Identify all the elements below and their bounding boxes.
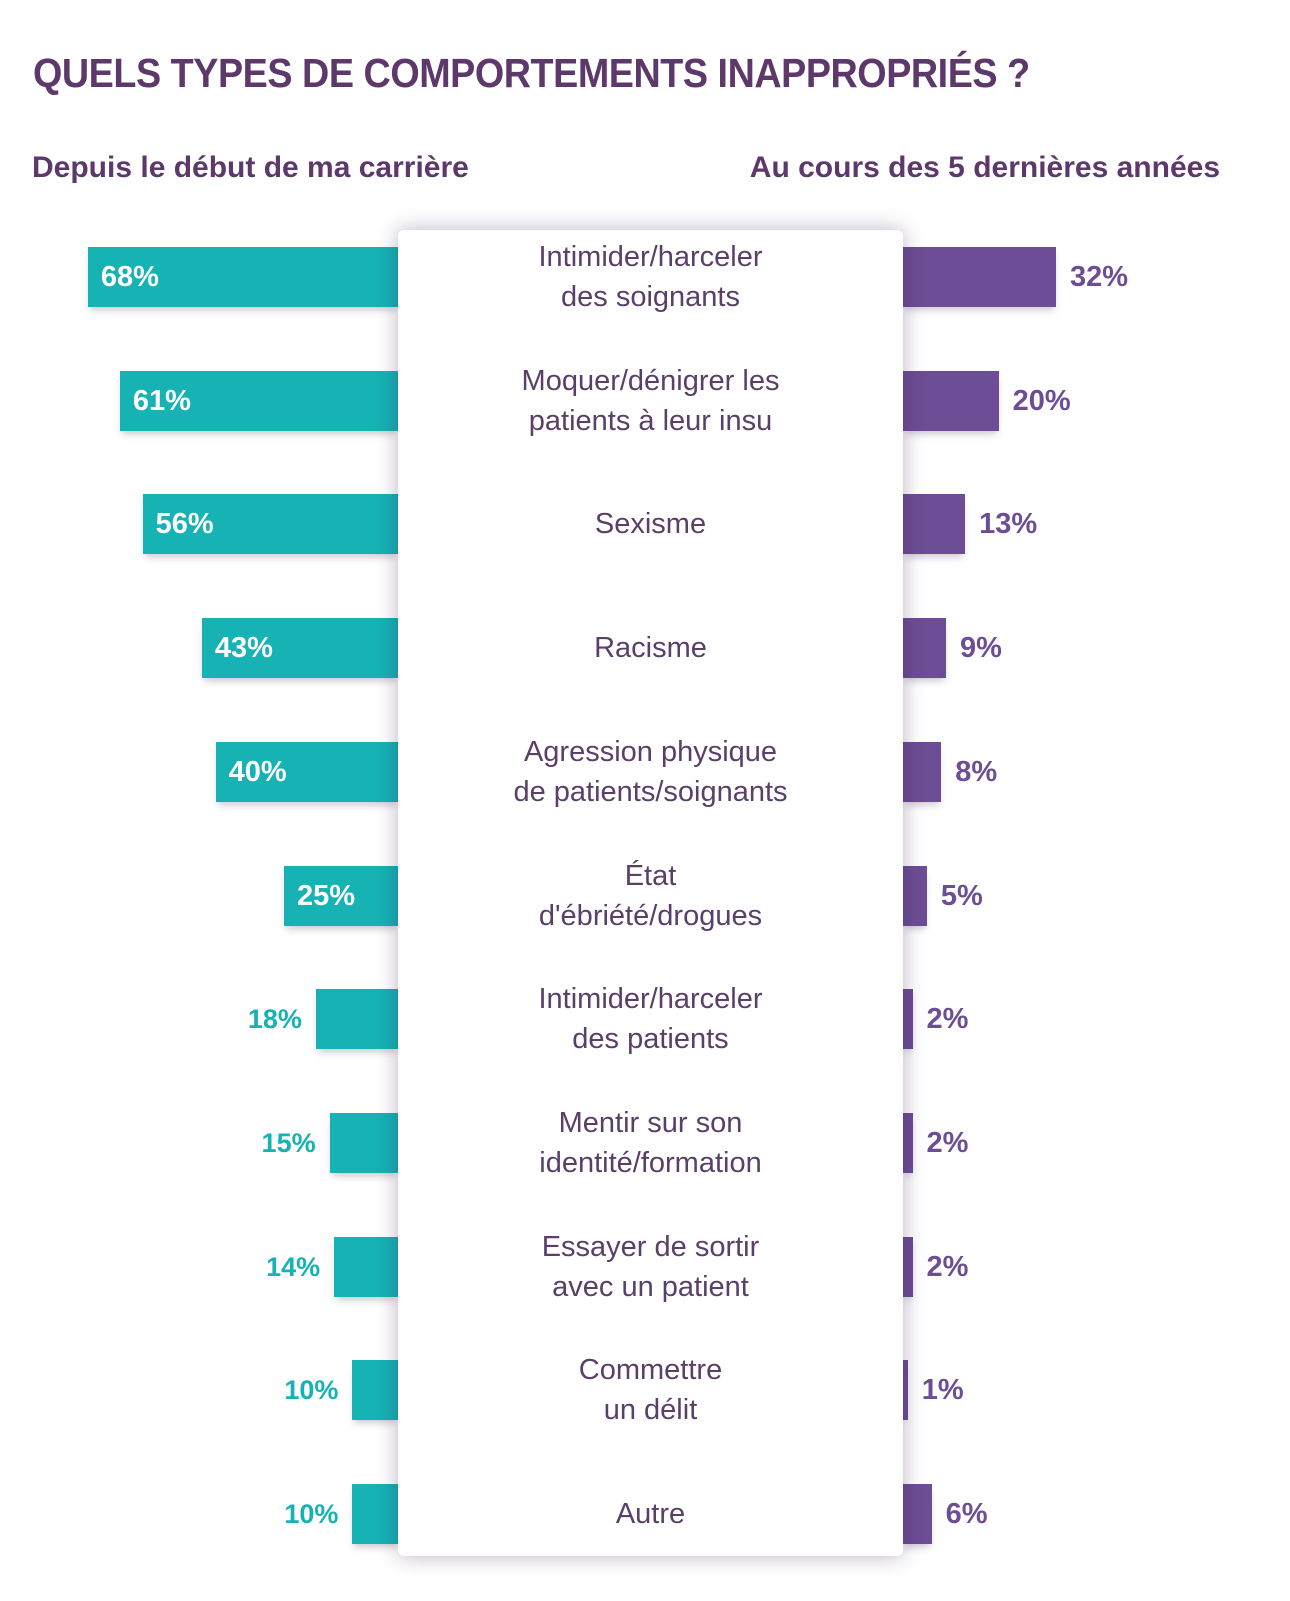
recent-bar — [903, 1360, 908, 1421]
career-value-label: 61% — [132, 384, 191, 417]
career-value-label: 10% — [284, 1499, 339, 1529]
recent-bar — [903, 741, 942, 802]
category-label: Racisme — [594, 632, 707, 665]
center-label-panel — [398, 230, 903, 1556]
recent-value-label: 6% — [945, 1498, 988, 1530]
recent-value-label: 20% — [1012, 384, 1071, 417]
career-bar — [119, 370, 398, 431]
category-label: Intimider/harceler des soignants — [538, 241, 763, 313]
career-value-label: 25% — [297, 879, 356, 912]
recent-bar — [903, 494, 966, 555]
career-bar — [329, 1112, 398, 1173]
career-value-label: 43% — [214, 632, 273, 665]
recent-bar — [903, 247, 1056, 307]
column-header-career: Depuis le début de ma carrière — [32, 151, 469, 184]
recent-value-label: 2% — [926, 1003, 969, 1036]
career-bar — [352, 1484, 398, 1544]
page-title: QUELS TYPES DE COMPORTEMENTS INAPPROPRIÉ… — [33, 50, 1030, 96]
recent-value-label: 9% — [960, 632, 1002, 665]
career-value-label: 40% — [228, 755, 287, 788]
recent-value-label: 1% — [921, 1374, 964, 1407]
career-value-label: 14% — [266, 1251, 321, 1282]
recent-value-label: 8% — [955, 755, 998, 788]
recent-value-label: 32% — [1069, 261, 1128, 293]
recent-bar — [903, 865, 927, 926]
recent-bar — [903, 370, 999, 431]
category-label: Autre — [615, 1498, 686, 1530]
career-value-label: 10% — [284, 1375, 339, 1406]
career-bar — [215, 741, 398, 802]
career-bar — [334, 1236, 398, 1297]
career-bar — [284, 865, 398, 926]
category-label: Commettre un délit — [578, 1354, 723, 1427]
recent-value-label: 13% — [979, 508, 1038, 541]
recent-bar — [903, 1236, 913, 1297]
category-label: État d'ébriété/drogues — [538, 859, 763, 932]
career-bar — [201, 618, 398, 679]
category-label: Sexisme — [594, 508, 707, 541]
category-label: Intimider/harceler des patients — [538, 983, 763, 1056]
column-header-recent: Au cours des 5 dernières années — [749, 151, 1220, 184]
recent-bar — [903, 1484, 932, 1544]
recent-bar — [903, 1112, 913, 1173]
career-value-label: 56% — [155, 508, 214, 541]
career-value-label: 68% — [100, 261, 159, 293]
category-label: Mentir sur son identité/formation — [539, 1106, 762, 1179]
career-bar — [315, 989, 398, 1050]
category-label: Moquer/dénigrer les patients à leur insu — [521, 364, 780, 437]
recent-value-label: 5% — [940, 879, 983, 912]
recent-bar — [903, 618, 947, 679]
career-bar — [352, 1360, 398, 1421]
career-bar — [87, 247, 398, 307]
career-value-label: 15% — [261, 1127, 316, 1158]
recent-value-label: 2% — [926, 1126, 969, 1159]
category-label: Agression physique de patients/soignants — [513, 735, 788, 808]
recent-value-label: 2% — [926, 1250, 969, 1283]
recent-bar — [903, 989, 913, 1050]
category-label: Essayer de sortir avec un patient — [541, 1230, 760, 1303]
career-bar — [142, 494, 398, 555]
career-value-label: 18% — [247, 1004, 302, 1035]
